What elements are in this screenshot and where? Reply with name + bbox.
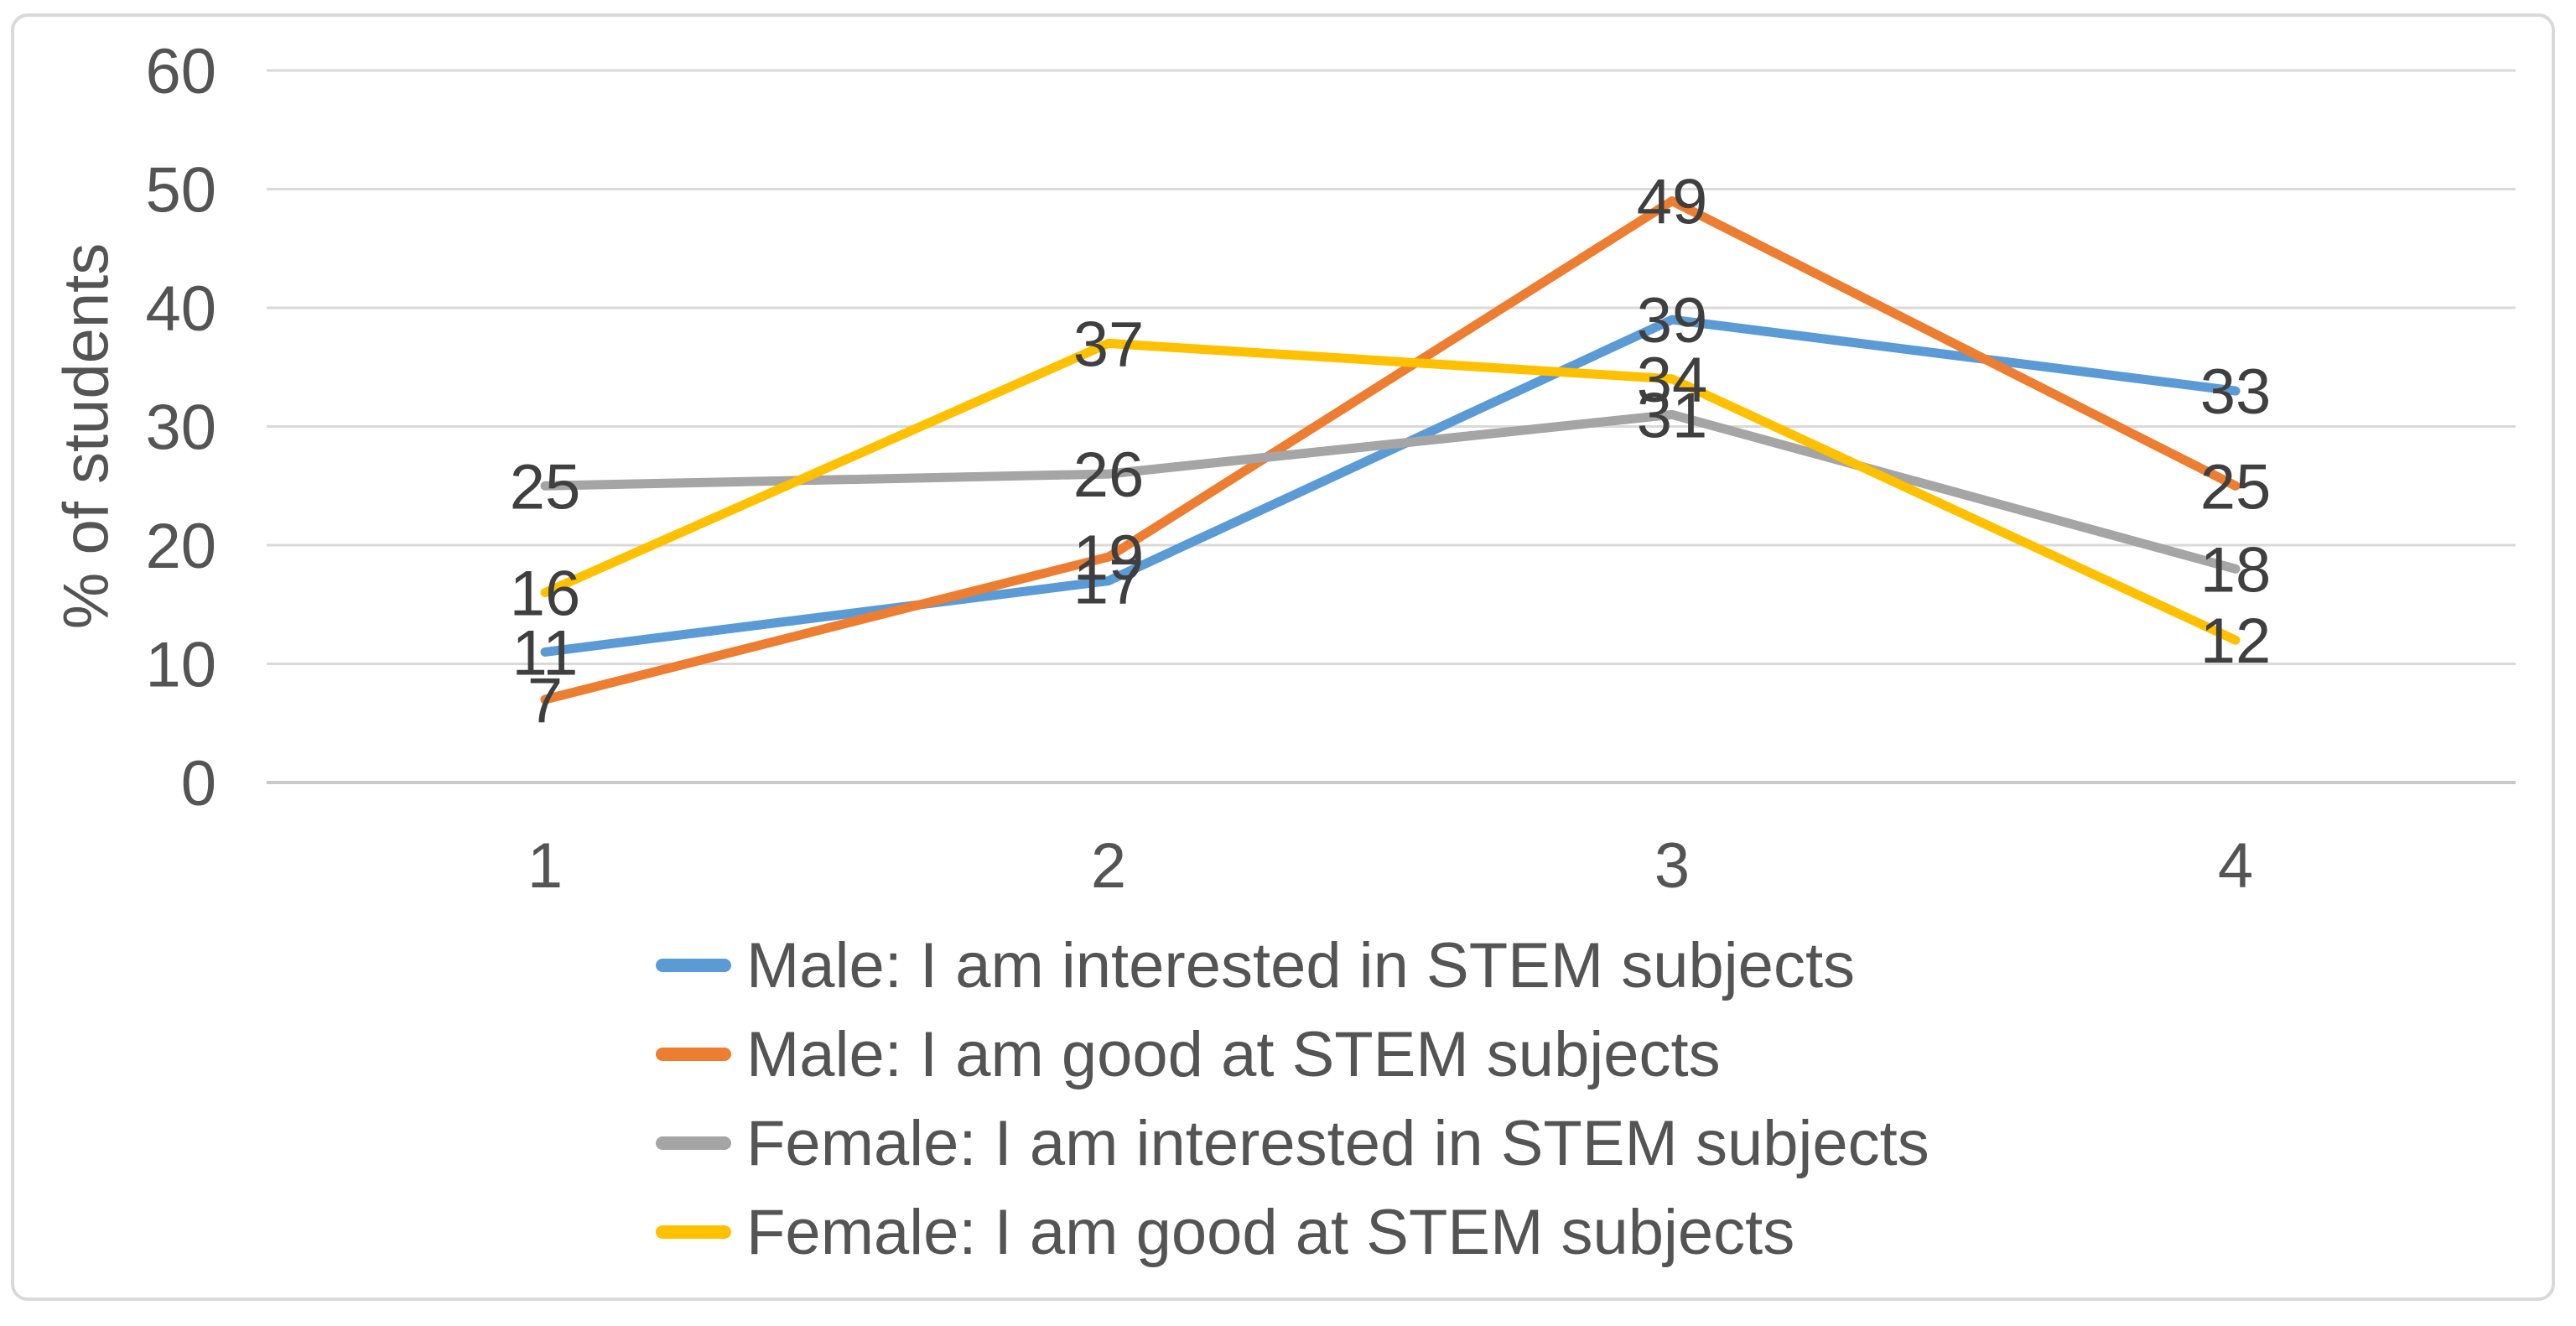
legend-swatch-male-interested	[656, 959, 731, 972]
legend-item-female-interested: Female: I am interested in STEM subjects	[656, 1099, 1929, 1188]
data-label-series2-pt2: 31	[1637, 380, 1708, 451]
data-label-series0-pt0: 11	[512, 617, 579, 689]
x-tick-label: 2	[1091, 830, 1126, 902]
legend-item-female-good: Female: I am good at STEM subjects	[656, 1188, 1929, 1277]
data-label-series0-pt1: 17	[1073, 546, 1145, 617]
chart-border	[11, 13, 2555, 1301]
series-line-3	[540, 338, 2241, 645]
data-label-series1-pt2: 49	[1637, 167, 1708, 238]
y-tick-label: 40	[145, 273, 216, 345]
data-label-series3-pt2: 34	[1637, 345, 1708, 416]
y-tick-label: 10	[145, 630, 216, 701]
series-line-1	[540, 196, 2241, 705]
y-tick-label: 50	[145, 155, 216, 226]
x-tick-label: 4	[2218, 830, 2253, 902]
y-tick-label: 30	[145, 393, 216, 464]
legend-label: Male: I am interested in STEM subjects	[746, 929, 1856, 1001]
legend: Male: I am interested in STEM subjects M…	[656, 921, 1929, 1277]
series-line-0	[540, 315, 2241, 657]
legend-label: Female: I am interested in STEM subjects	[746, 1107, 1929, 1179]
y-tick-label: 20	[145, 511, 216, 582]
data-label-series3-pt3: 12	[2200, 606, 2272, 677]
data-label-series0-pt3: 33	[2200, 356, 2272, 428]
legend-item-male-good: Male: I am good at STEM subjects	[656, 1010, 1929, 1099]
series-lines	[540, 196, 2241, 705]
data-label-series2-pt0: 25	[510, 451, 581, 523]
legend-swatch-male-good	[656, 1048, 731, 1061]
x-tick-label: 3	[1654, 830, 1690, 902]
data-label-series0-pt2: 39	[1637, 285, 1708, 356]
data-labels: 11 17 39 33 7 19 49 25 25 26 31 18 16 37 34 12	[510, 167, 2272, 736]
y-tick-label: 0	[181, 748, 216, 819]
legend-item-male-interested: Male: I am interested in STEM subjects	[656, 921, 1929, 1010]
data-label-series3-pt1: 37	[1073, 309, 1145, 380]
y-tick-label: 60	[145, 36, 216, 107]
data-label-series1-pt0: 7	[527, 665, 563, 736]
gridlines	[267, 69, 2516, 784]
data-label-series3-pt0: 16	[510, 559, 581, 630]
legend-label: Male: I am good at STEM subjects	[746, 1018, 1721, 1090]
data-label-series1-pt1: 19	[1073, 523, 1145, 594]
legend-swatch-female-good	[656, 1225, 731, 1239]
series-line-2	[540, 409, 2241, 574]
data-label-series2-pt3: 18	[2200, 534, 2272, 606]
data-label-series1-pt3: 25	[2200, 451, 2272, 523]
legend-label: Female: I am good at STEM subjects	[746, 1196, 1795, 1268]
legend-swatch-female-interested	[656, 1136, 731, 1150]
x-tick-label: 1	[527, 830, 563, 902]
y-axis-title: % of students	[50, 242, 122, 630]
data-label-series2-pt1: 26	[1073, 439, 1145, 511]
